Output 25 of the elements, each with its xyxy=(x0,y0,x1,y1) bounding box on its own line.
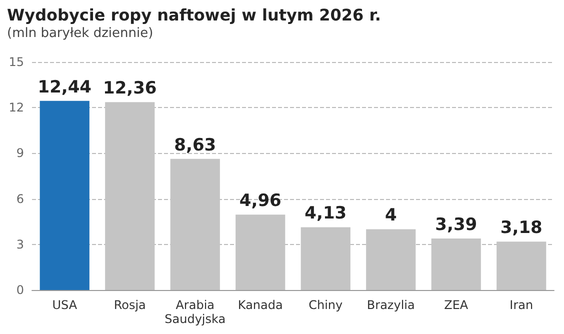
x-tick-label: USA xyxy=(52,298,78,312)
y-tick-label: 6 xyxy=(16,192,24,206)
data-label: 3,18 xyxy=(500,218,542,238)
y-tick-label: 12 xyxy=(8,100,24,115)
data-label: 3,39 xyxy=(435,214,478,235)
chart-subtitle: (mln baryłek dziennie) xyxy=(7,26,154,41)
data-label: 12,44 xyxy=(38,77,92,98)
x-tick-label: Arabia Saudyjska xyxy=(164,298,226,326)
data-label: 4,96 xyxy=(239,191,282,212)
y-tick-label: 0 xyxy=(16,283,24,297)
chart-title: Wydobycie ropy naftowej w lutym 2026 r. xyxy=(7,6,381,24)
data-label: 8,63 xyxy=(174,135,216,156)
y-tick-label: 15 xyxy=(8,55,24,69)
data-label: 4,13 xyxy=(304,204,347,224)
x-tick-label: Kanada xyxy=(238,298,283,312)
data-label: 12,36 xyxy=(102,78,157,99)
data-label: 4 xyxy=(384,206,397,226)
x-tick-label: Chiny xyxy=(308,298,343,312)
y-tick-label: 9 xyxy=(16,146,24,160)
bar xyxy=(40,100,90,290)
x-tick-label: ZEA xyxy=(444,298,469,312)
y-tick-label: 3 xyxy=(16,237,24,252)
x-tick-label: Rosja xyxy=(114,298,146,312)
x-tick-label: Iran xyxy=(510,298,534,312)
x-tick-label: Brazylia xyxy=(366,298,415,312)
